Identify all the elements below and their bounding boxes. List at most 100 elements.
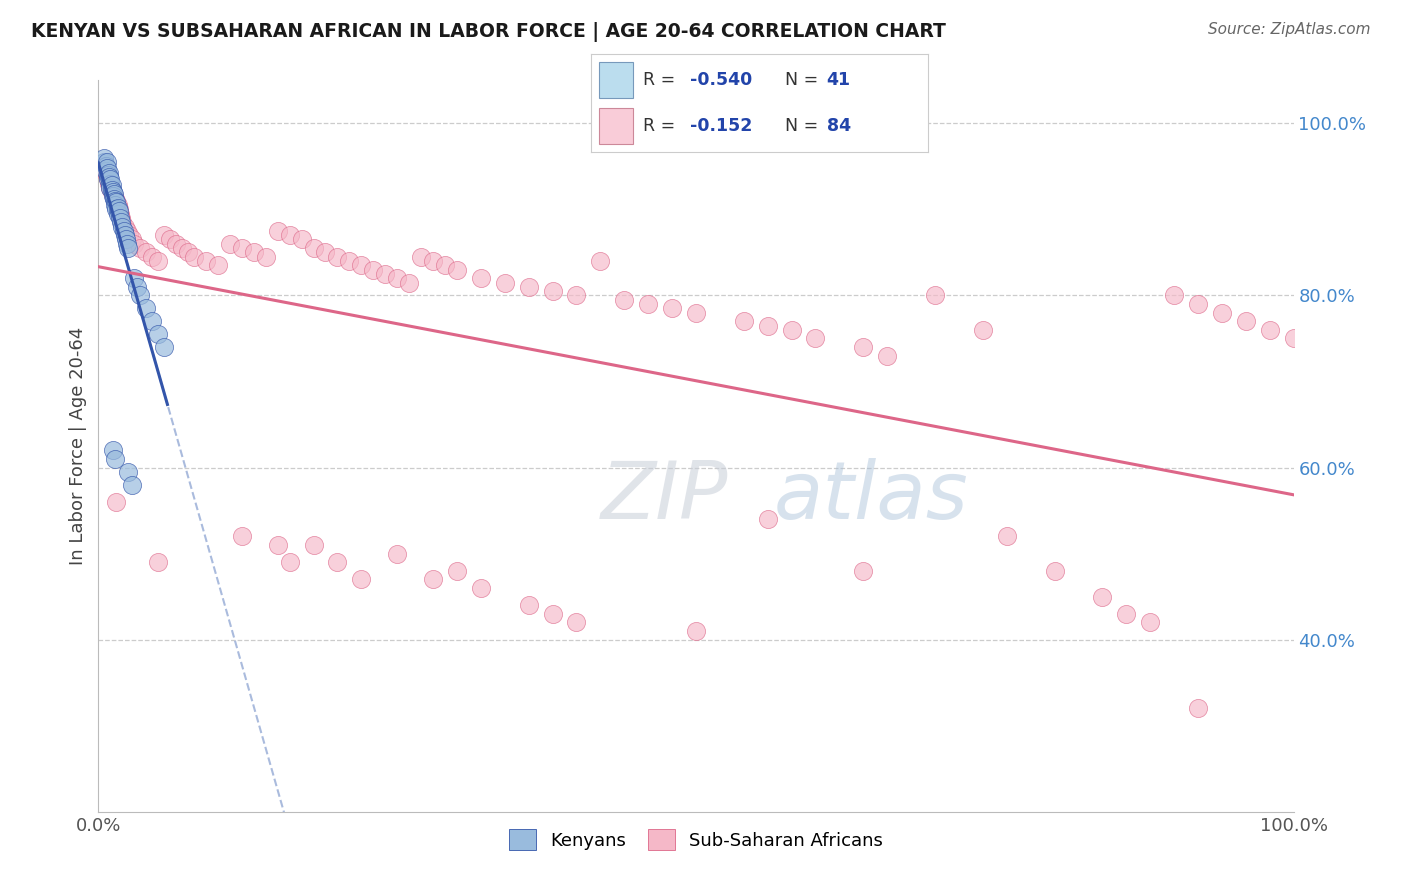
- Text: R =: R =: [643, 117, 675, 135]
- Point: [326, 555, 349, 569]
- Point: [115, 232, 138, 246]
- Point: [278, 555, 301, 569]
- Point: [159, 232, 181, 246]
- Point: [103, 192, 125, 206]
- Point: [1139, 615, 1161, 630]
- Text: N =: N =: [785, 117, 818, 135]
- Point: [363, 262, 385, 277]
- Point: [541, 607, 564, 621]
- Point: [1282, 331, 1305, 345]
- Point: [118, 228, 141, 243]
- Point: [661, 301, 683, 316]
- Point: [97, 168, 120, 182]
- Point: [141, 250, 163, 264]
- Point: [148, 254, 170, 268]
- Point: [98, 166, 121, 180]
- Point: [385, 547, 409, 561]
- Point: [804, 331, 827, 345]
- Point: [291, 232, 314, 246]
- Point: [97, 172, 120, 186]
- Legend: Kenyans, Sub-Saharan Africans: Kenyans, Sub-Saharan Africans: [502, 822, 890, 857]
- Point: [165, 236, 187, 251]
- Point: [111, 215, 134, 229]
- Point: [111, 219, 134, 234]
- Point: [278, 228, 301, 243]
- Point: [541, 284, 564, 298]
- Point: [104, 192, 127, 206]
- Point: [972, 323, 994, 337]
- Point: [110, 211, 132, 225]
- Point: [107, 204, 129, 219]
- Point: [114, 228, 136, 243]
- Point: [101, 189, 124, 203]
- Point: [924, 288, 946, 302]
- Point: [96, 168, 118, 182]
- Point: [756, 318, 779, 333]
- Point: [94, 159, 117, 173]
- Point: [219, 236, 242, 251]
- Point: [637, 297, 659, 311]
- Point: [148, 327, 170, 342]
- Text: N =: N =: [785, 71, 818, 89]
- Point: [98, 181, 122, 195]
- Point: [434, 258, 457, 272]
- Point: [112, 224, 135, 238]
- Point: [110, 215, 132, 229]
- Point: [94, 163, 117, 178]
- Point: [1211, 305, 1233, 319]
- Text: atlas: atlas: [773, 458, 969, 536]
- Point: [141, 314, 163, 328]
- Point: [105, 194, 128, 208]
- Text: ZIP: ZIP: [600, 458, 728, 536]
- Point: [350, 573, 373, 587]
- Point: [852, 340, 875, 354]
- Point: [105, 202, 128, 217]
- Point: [685, 624, 707, 638]
- Point: [100, 183, 122, 197]
- Text: -0.540: -0.540: [690, 71, 752, 89]
- Point: [267, 224, 290, 238]
- Point: [852, 564, 875, 578]
- Point: [780, 323, 803, 337]
- FancyBboxPatch shape: [599, 109, 633, 144]
- Point: [98, 172, 122, 186]
- Point: [105, 495, 128, 509]
- Point: [422, 573, 444, 587]
- Point: [104, 451, 127, 466]
- Point: [231, 241, 253, 255]
- Point: [267, 538, 290, 552]
- Point: [195, 254, 218, 268]
- Point: [121, 477, 143, 491]
- Point: [254, 250, 277, 264]
- Point: [1115, 607, 1137, 621]
- Point: [517, 280, 540, 294]
- Point: [100, 185, 122, 199]
- Point: [153, 228, 176, 243]
- Point: [101, 443, 124, 458]
- Point: [326, 250, 349, 264]
- Point: [1258, 323, 1281, 337]
- Point: [172, 241, 194, 255]
- Point: [129, 288, 152, 302]
- Point: [107, 201, 129, 215]
- FancyBboxPatch shape: [599, 62, 633, 98]
- Text: -0.152: -0.152: [690, 117, 752, 135]
- Point: [1234, 314, 1257, 328]
- Point: [135, 301, 157, 316]
- Point: [117, 465, 139, 479]
- Point: [105, 195, 128, 210]
- Text: 41: 41: [827, 71, 851, 89]
- Point: [339, 254, 361, 268]
- Point: [115, 236, 138, 251]
- Point: [94, 163, 117, 178]
- Point: [446, 564, 468, 578]
- Point: [1163, 288, 1185, 302]
- Point: [302, 538, 325, 552]
- Point: [243, 245, 266, 260]
- Point: [121, 232, 143, 246]
- Point: [207, 258, 229, 272]
- Point: [1043, 564, 1066, 578]
- Point: [398, 276, 420, 290]
- Point: [104, 198, 127, 212]
- Point: [177, 245, 200, 260]
